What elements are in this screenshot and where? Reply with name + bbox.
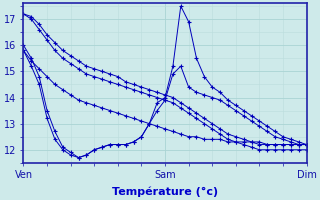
X-axis label: Température (°c): Température (°c) (112, 186, 218, 197)
